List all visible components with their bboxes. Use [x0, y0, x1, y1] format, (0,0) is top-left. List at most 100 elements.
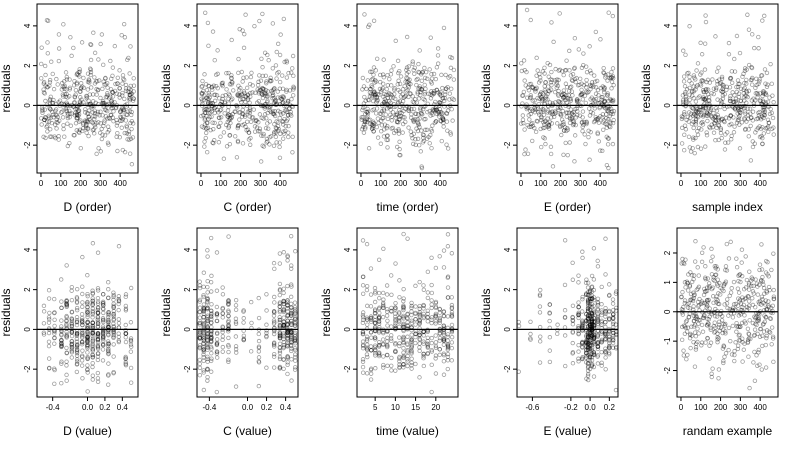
data-point [270, 92, 276, 98]
data-point [277, 144, 282, 150]
data-point [127, 137, 132, 142]
data-point [265, 93, 270, 98]
data-point [85, 356, 90, 362]
data-point [60, 115, 66, 120]
data-point [364, 303, 370, 309]
y-axis-label: residuals [479, 288, 493, 336]
data-point [441, 120, 446, 126]
data-point [209, 106, 215, 111]
data-point [722, 147, 728, 152]
data-point [545, 91, 550, 97]
data-point [569, 116, 575, 121]
data-point [263, 88, 269, 93]
data-point [693, 77, 698, 82]
points-p10 [679, 239, 777, 391]
data-point [750, 109, 756, 114]
data-point [406, 106, 412, 111]
data-point [365, 78, 370, 83]
data-point [244, 75, 249, 80]
data-point [368, 344, 374, 349]
data-point [611, 109, 617, 114]
data-point [608, 124, 613, 130]
data-point [600, 112, 606, 117]
data-point [593, 79, 598, 84]
data-point [368, 92, 374, 97]
data-point [731, 279, 737, 285]
data-point [552, 111, 557, 117]
y-tick-label: 4 [343, 23, 352, 28]
data-point [263, 73, 268, 78]
data-point [689, 81, 694, 86]
data-point [105, 92, 110, 98]
data-point [449, 345, 455, 351]
data-point [95, 351, 101, 356]
data-point [564, 128, 569, 134]
data-point [692, 75, 697, 80]
data-point [97, 78, 102, 83]
data-point [280, 111, 286, 116]
data-point [560, 108, 566, 114]
data-point [721, 84, 726, 90]
data-point [720, 96, 726, 101]
data-point [260, 73, 265, 79]
data-point [547, 348, 552, 353]
data-point [393, 113, 399, 118]
data-point [256, 355, 262, 360]
data-point [432, 88, 437, 94]
data-point [683, 100, 689, 106]
data-point [74, 349, 80, 354]
points-p9 [516, 236, 619, 393]
data-point [430, 107, 436, 112]
data-point [56, 46, 62, 51]
data-point [48, 94, 53, 99]
data-point [540, 69, 546, 74]
data-point [737, 81, 742, 87]
y-axis-label: residuals [159, 64, 173, 112]
data-point [411, 119, 417, 125]
data-point [197, 305, 203, 310]
data-point [430, 123, 435, 128]
data-point [683, 52, 688, 58]
data-point [423, 86, 428, 92]
data-point [123, 118, 129, 123]
data-point [88, 42, 93, 47]
data-point [272, 113, 278, 119]
data-point [687, 78, 692, 84]
data-point [604, 122, 610, 127]
data-point [377, 92, 382, 98]
data-point [390, 110, 396, 115]
data-point [121, 109, 126, 114]
data-point [201, 284, 206, 290]
x-axis-label: randam example [683, 424, 773, 438]
data-point [607, 113, 613, 119]
data-point [254, 125, 260, 130]
data-point [425, 109, 430, 115]
data-point [96, 146, 101, 151]
data-point [701, 89, 707, 95]
data-point [604, 162, 610, 168]
data-point [400, 103, 405, 109]
data-point [726, 116, 732, 121]
data-point [50, 100, 55, 105]
data-point [237, 110, 243, 115]
data-point [716, 65, 721, 70]
data-point [221, 156, 227, 161]
data-point [422, 82, 427, 88]
data-point [745, 112, 751, 118]
plot-frame [516, 227, 619, 398]
data-point [81, 75, 86, 81]
data-point [81, 100, 86, 105]
data-point [120, 93, 125, 98]
data-point [264, 365, 269, 370]
data-point [397, 68, 402, 74]
data-point [591, 97, 596, 102]
data-point [530, 98, 536, 103]
data-point [270, 93, 275, 99]
data-point [599, 102, 605, 107]
data-point [111, 118, 116, 124]
data-point [227, 115, 233, 121]
data-point [716, 376, 721, 381]
x-tick-label: 300 [254, 179, 268, 188]
data-point [272, 300, 277, 305]
